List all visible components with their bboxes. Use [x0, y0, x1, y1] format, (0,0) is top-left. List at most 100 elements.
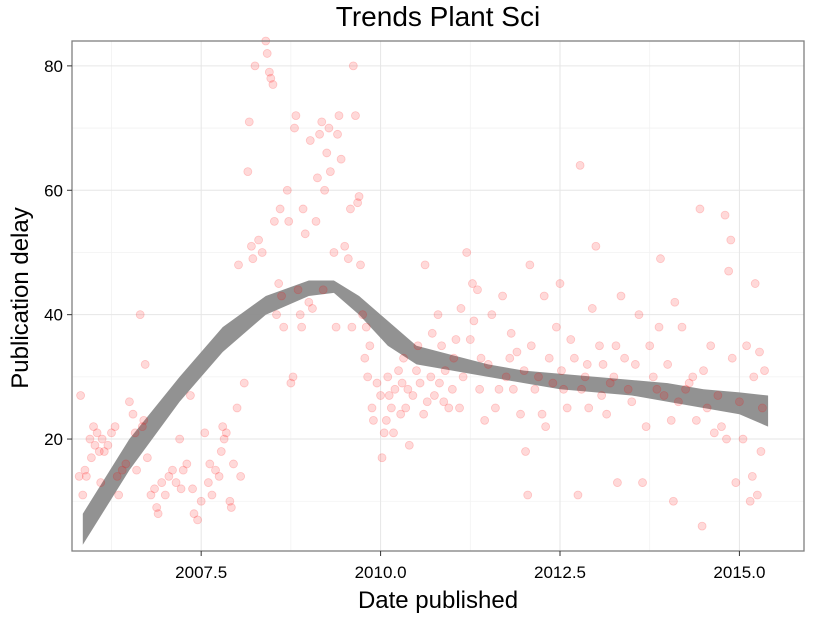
data-point	[445, 404, 453, 412]
x-tick-label: 2015.0	[713, 563, 765, 582]
data-point	[617, 292, 625, 300]
data-point	[346, 205, 354, 213]
x-tick-label: 2010.0	[355, 563, 407, 582]
data-point	[689, 373, 697, 381]
data-point	[599, 360, 607, 368]
data-point	[129, 410, 137, 418]
data-point	[412, 367, 420, 375]
data-point	[154, 510, 162, 518]
data-point	[97, 479, 105, 487]
data-point	[285, 217, 293, 225]
data-point	[122, 460, 130, 468]
data-point	[527, 342, 535, 350]
data-point	[588, 304, 596, 312]
data-point	[612, 342, 620, 350]
data-point	[237, 472, 245, 480]
data-point	[337, 155, 345, 163]
data-point	[459, 373, 467, 381]
data-point	[151, 485, 159, 493]
data-point	[161, 491, 169, 499]
data-point	[251, 62, 259, 70]
data-point	[667, 416, 675, 424]
data-point	[642, 423, 650, 431]
data-point	[197, 497, 205, 505]
data-point	[748, 472, 756, 480]
data-point	[727, 236, 735, 244]
data-point	[751, 280, 759, 288]
data-point	[502, 373, 510, 381]
data-point	[753, 491, 761, 499]
data-point	[441, 367, 449, 375]
data-point	[420, 410, 428, 418]
data-point	[728, 354, 736, 362]
data-point	[456, 404, 464, 412]
data-point	[141, 360, 149, 368]
data-point	[592, 242, 600, 250]
data-point	[557, 367, 565, 375]
y-tick-label: 40	[44, 306, 63, 325]
data-point	[484, 360, 492, 368]
data-point	[249, 255, 257, 263]
data-point	[552, 323, 560, 331]
data-point	[313, 174, 321, 182]
data-point	[585, 404, 593, 412]
data-point	[517, 410, 525, 418]
data-point	[385, 392, 393, 400]
data-point	[621, 354, 629, 362]
data-point	[344, 255, 352, 263]
data-point	[476, 385, 484, 393]
data-point	[398, 379, 406, 387]
data-point	[560, 385, 568, 393]
data-point	[664, 360, 672, 368]
data-point	[570, 354, 578, 362]
data-point	[430, 392, 438, 400]
data-point	[563, 404, 571, 412]
data-point	[215, 472, 223, 480]
data-point	[692, 416, 700, 424]
data-point	[222, 429, 230, 437]
data-point	[710, 429, 718, 437]
data-point	[538, 410, 546, 418]
data-point	[717, 423, 725, 431]
data-point	[491, 404, 499, 412]
data-point	[312, 217, 320, 225]
data-point	[739, 435, 747, 443]
data-point	[244, 168, 252, 176]
data-point	[316, 130, 324, 138]
data-point	[556, 280, 564, 288]
data-point	[698, 522, 706, 530]
data-point	[649, 373, 657, 381]
data-point	[82, 472, 90, 480]
data-point	[409, 392, 417, 400]
data-point	[289, 373, 297, 381]
data-point	[578, 385, 586, 393]
data-point	[526, 261, 534, 269]
data-point	[495, 385, 503, 393]
data-point	[488, 311, 496, 319]
data-point	[696, 205, 704, 213]
data-point	[542, 423, 550, 431]
y-tick-label: 20	[44, 430, 63, 449]
data-point	[335, 112, 343, 120]
data-point	[540, 292, 548, 300]
data-point	[435, 379, 443, 387]
data-point	[520, 367, 528, 375]
data-point	[473, 286, 481, 294]
data-point	[757, 447, 765, 455]
data-point	[402, 404, 410, 412]
data-point	[732, 479, 740, 487]
data-point	[756, 348, 764, 356]
data-point	[595, 342, 603, 350]
data-point	[714, 392, 722, 400]
data-point	[176, 435, 184, 443]
data-point	[457, 304, 465, 312]
data-point	[481, 416, 489, 424]
data-point	[395, 367, 403, 375]
data-point	[382, 416, 390, 424]
data-point	[276, 205, 284, 213]
data-point	[355, 192, 363, 200]
data-point	[390, 429, 398, 437]
data-point	[306, 137, 314, 145]
data-point	[158, 479, 166, 487]
data-point	[434, 311, 442, 319]
